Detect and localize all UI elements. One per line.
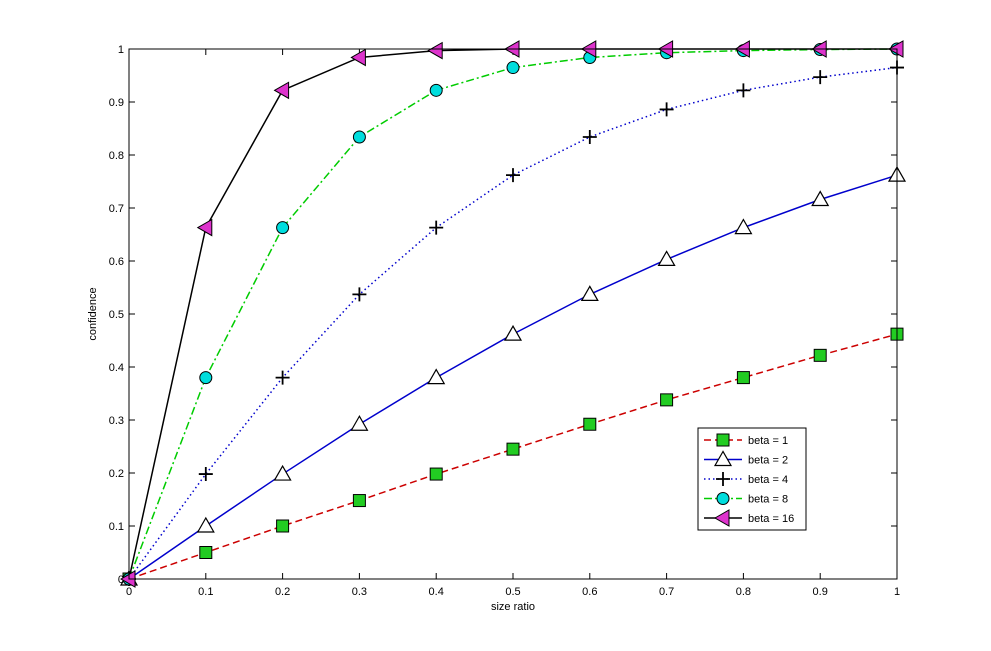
legend-marker <box>716 433 730 447</box>
x-tick-label: 0.7 <box>659 586 674 598</box>
axis-tick-labels: 0 0.1 0.2 0.3 0.4 0.5 0.6 0.7 0.8 0.9 1 0 0.1 0.2 0.3 0… <box>109 44 900 598</box>
data-point <box>734 218 753 235</box>
data-point <box>736 371 750 385</box>
data-point <box>659 102 674 117</box>
data-point <box>352 130 366 144</box>
legend-label: beta = 8 <box>748 494 788 506</box>
series-2 <box>119 165 907 586</box>
data-point <box>275 370 290 385</box>
legend-item: beta = 16 <box>704 509 794 527</box>
data-point <box>427 41 443 60</box>
data-point <box>813 70 828 85</box>
data-point <box>350 415 369 431</box>
legend-marker <box>713 509 730 527</box>
data-point <box>350 48 366 67</box>
data-point <box>582 129 597 144</box>
y-tick-label: 1 <box>118 44 124 56</box>
legend-marker <box>713 450 733 467</box>
x-tick-label: 0.1 <box>198 586 213 598</box>
legend-item: beta = 8 <box>704 492 788 506</box>
x-tick-label: 0.3 <box>352 586 367 598</box>
legend-item: beta = 2 <box>704 450 788 467</box>
data-point <box>657 250 676 267</box>
y-tick-label: 0.9 <box>109 97 124 109</box>
data-point <box>429 220 444 235</box>
legend-label: beta = 2 <box>748 455 788 467</box>
y-tick-label: 0.8 <box>109 150 124 162</box>
x-tick-label: 0.4 <box>429 586 444 598</box>
data-point <box>811 190 830 207</box>
legend-item: beta = 4 <box>704 472 788 486</box>
data-point <box>276 519 290 533</box>
series-line <box>128 66 898 580</box>
legend-label: beta = 1 <box>748 435 788 447</box>
x-tick-label: 0.5 <box>505 586 520 598</box>
y-tick-label: 0.1 <box>109 521 124 533</box>
data-point <box>583 417 597 431</box>
data-point <box>660 393 674 407</box>
series-3 <box>122 60 904 586</box>
y-tick-label: 0.4 <box>109 362 124 374</box>
data-point <box>506 168 520 183</box>
x-tick-label: 0.2 <box>275 586 290 598</box>
data-point <box>352 287 367 302</box>
data-point <box>736 83 751 98</box>
legend-marker <box>716 472 730 486</box>
data-point <box>429 83 443 97</box>
x-tick-label: 1 <box>894 586 900 598</box>
x-tick-label: 0 <box>126 586 132 598</box>
data-point <box>429 467 443 481</box>
legend: beta = 1 beta = 2 beta = 4 beta = 8 beta = 1… <box>697 427 807 531</box>
data-point <box>196 516 215 533</box>
data-point <box>273 81 290 100</box>
y-tick-label: 0.3 <box>109 415 124 427</box>
series-line <box>128 333 898 580</box>
data-point <box>506 442 520 456</box>
y-tick-label: 0.2 <box>109 468 124 480</box>
legend-item: beta = 1 <box>704 433 788 447</box>
x-tick-label: 0.9 <box>813 586 828 598</box>
y-tick-label: 0.6 <box>109 256 124 268</box>
data-point <box>276 221 290 235</box>
x-tick-label: 0.6 <box>582 586 597 598</box>
data-point <box>506 61 520 75</box>
data-point <box>196 218 213 237</box>
x-tick-label: 0.8 <box>736 586 751 598</box>
data-point <box>199 371 213 385</box>
data-point <box>273 464 292 481</box>
data-point <box>813 348 827 362</box>
data-point <box>580 285 599 301</box>
x-axis-label: size ratio <box>491 601 535 613</box>
data-point <box>198 467 213 482</box>
data-point <box>427 368 446 385</box>
y-tick-label: 0 <box>118 574 124 586</box>
y-tick-label: 0.7 <box>109 203 124 215</box>
legend-label: beta = 4 <box>748 474 788 486</box>
legend-label: beta = 16 <box>748 513 794 525</box>
plot-border <box>128 48 898 580</box>
data-point <box>352 494 366 508</box>
y-axis-label: confidence <box>87 287 99 340</box>
data-point <box>503 324 523 341</box>
legend-marker <box>716 492 730 505</box>
y-tick-label: 0.5 <box>109 309 124 321</box>
data-point <box>199 546 213 559</box>
